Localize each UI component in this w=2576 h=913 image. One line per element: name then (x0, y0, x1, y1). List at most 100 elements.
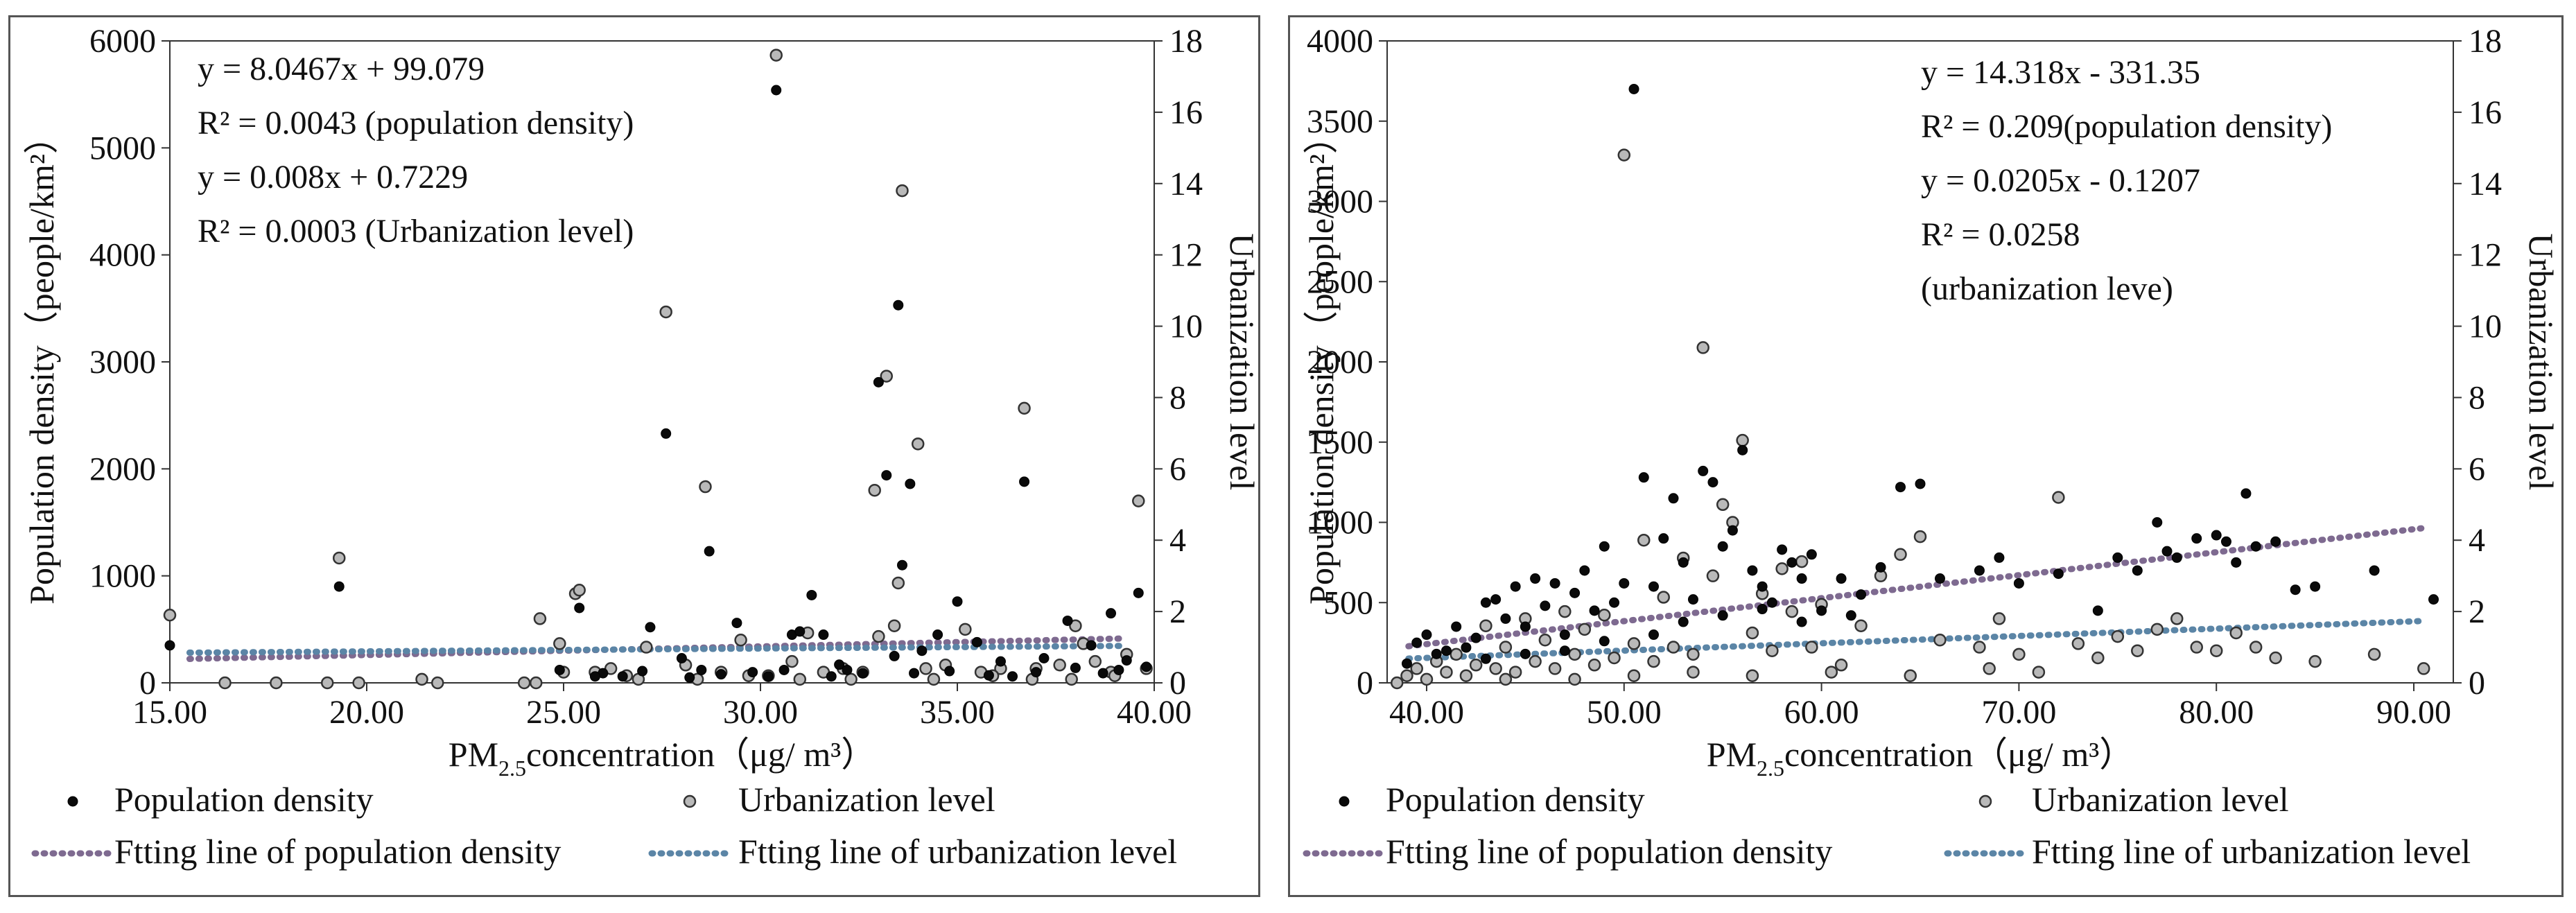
point-population (1796, 573, 1807, 584)
point-population (1431, 648, 1442, 659)
point-urbanization (1687, 647, 1700, 661)
equation-text: y = 8.0467x + 99.079 (198, 51, 485, 87)
point-population (1599, 636, 1610, 647)
point-population (676, 653, 687, 664)
point-population (1549, 577, 1560, 589)
point-population (1806, 549, 1817, 560)
point-urbanization (2209, 644, 2223, 657)
point-population (2132, 565, 2143, 576)
y2-tick-label: 2 (2469, 593, 2485, 630)
point-population (1727, 525, 1738, 536)
y2-tick-label: 2 (1169, 593, 1186, 630)
point-population (2013, 577, 2024, 589)
point-urbanization (1132, 494, 1145, 507)
point-urbanization (2091, 651, 2105, 665)
legend-urbanization-marker (1978, 794, 1992, 808)
point-urbanization (1617, 148, 1631, 162)
x-tick-label: 40.00 (1389, 694, 1464, 731)
fit-line-urbanization (186, 643, 1128, 656)
point-population (1411, 637, 1422, 648)
point-population (1530, 573, 1541, 584)
point-urbanization (659, 305, 672, 319)
x-tick-label: 60.00 (1784, 694, 1859, 731)
point-population (932, 629, 943, 641)
panel-right: 0 500 1000 1500 2000 2500 3000 3500 4000 0 2 4 6 8 10 1… (1288, 15, 2564, 897)
point-population (1520, 648, 1531, 659)
point-population (1875, 562, 1886, 573)
point-urbanization (1459, 669, 1473, 682)
point-population (995, 656, 1006, 667)
point-urbanization (1647, 654, 1660, 668)
point-population (661, 428, 672, 439)
point-population (1401, 658, 1412, 669)
point-population (1500, 613, 1511, 624)
point-urbanization (1440, 666, 1453, 679)
y2-tick-label: 0 (2469, 665, 2485, 702)
point-population (1658, 533, 1669, 544)
point-urbanization (2170, 612, 2184, 625)
point-population (2112, 552, 2123, 563)
point-urbanization (699, 480, 712, 494)
point-urbanization (1834, 659, 1848, 672)
point-population (1678, 557, 1689, 568)
legend-urbanization-marker (683, 794, 697, 808)
point-population (971, 636, 982, 647)
y-tick-label: 5000 (89, 130, 156, 166)
point-population (1786, 557, 1798, 568)
point-urbanization (529, 676, 543, 690)
point-population (771, 85, 782, 96)
point-urbanization (872, 629, 885, 643)
y2-tick-label: 6 (1169, 451, 1186, 487)
point-urbanization (2131, 644, 2144, 657)
equation-text: (urbanization leve) (1921, 270, 2173, 307)
point-urbanization (1578, 623, 1592, 636)
x-axis-title-rest: concentration（μg/ m³） (1784, 735, 2134, 774)
point-population (684, 672, 695, 683)
y2-tick-label: 14 (2469, 166, 2502, 202)
y2-tick-label: 16 (2469, 94, 2502, 131)
point-urbanization (640, 641, 653, 654)
y-tick-label: 500 (1323, 584, 1373, 621)
legend-population-marker (67, 796, 78, 807)
point-urbanization (533, 612, 547, 625)
point-population (1678, 616, 1689, 627)
point-population (778, 664, 790, 675)
point-population (1895, 482, 1906, 493)
point-urbanization (1508, 666, 1522, 679)
point-population (1133, 587, 1144, 598)
point-population (794, 626, 806, 637)
point-urbanization (1088, 654, 1102, 668)
point-population (1579, 565, 1590, 576)
point-population (1915, 478, 1926, 489)
y2-tick-label: 8 (1169, 379, 1186, 416)
fit-line-population (1405, 525, 2425, 650)
equation-text: R² = 0.0003 (Urbanization level) (198, 213, 634, 250)
y2-tick-label: 12 (1169, 237, 1203, 274)
point-urbanization (1065, 672, 1078, 686)
point-population (1031, 667, 1042, 678)
point-population (893, 299, 904, 311)
point-urbanization (769, 49, 783, 62)
point-urbanization (2032, 666, 2046, 679)
point-urbanization (1795, 555, 1809, 568)
point-urbanization (927, 672, 941, 686)
point-urbanization (1538, 634, 1552, 647)
point-population (1845, 610, 1856, 621)
point-population (1668, 493, 1679, 504)
point-urbanization (734, 634, 747, 647)
legend-fit-urbanization-label: Ftting line of urbanization level (2032, 832, 2471, 871)
point-urbanization (1825, 666, 1838, 679)
point-population (1540, 600, 1551, 611)
point-population (1121, 655, 1132, 666)
point-population (731, 618, 742, 629)
equation-text: y = 0.008x + 0.7229 (198, 159, 468, 195)
point-population (806, 589, 817, 600)
point-urbanization (1400, 669, 1413, 682)
x-tick-label: 40.00 (1117, 694, 1192, 731)
point-urbanization (1933, 634, 1947, 647)
point-population (2369, 565, 2380, 576)
point-urbanization (1018, 401, 1031, 415)
point-population (333, 581, 345, 592)
point-population (909, 668, 920, 679)
point-urbanization (320, 676, 334, 690)
